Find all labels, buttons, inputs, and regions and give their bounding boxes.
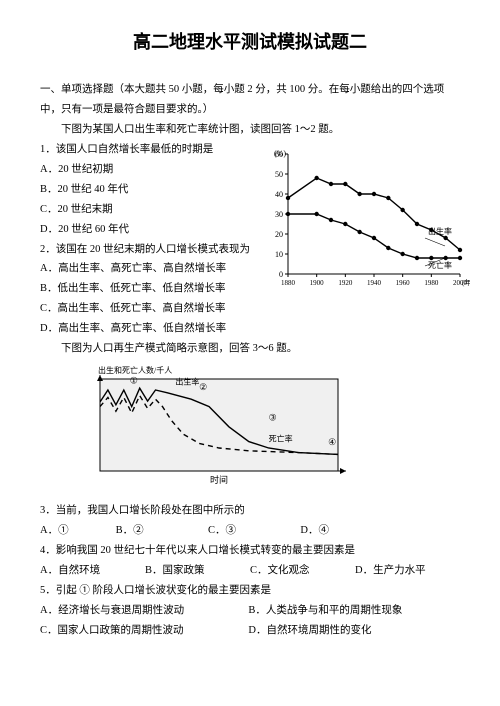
- svg-text:1920: 1920: [338, 279, 353, 287]
- q3-opt-d: D．④: [300, 521, 460, 541]
- q2-opt-d: D．高出生率、高死亡率、低自然增长率: [40, 319, 460, 339]
- q1-opt-b: B．20 世纪 40 年代: [40, 180, 250, 200]
- q4-opt-a: A．自然环境: [40, 561, 145, 581]
- svg-text:(%): (%): [274, 149, 286, 158]
- svg-text:(年): (年): [462, 278, 470, 287]
- chart-birth-death-rates: 0102030405060(%)188019001920194019601980…: [260, 146, 470, 296]
- svg-text:0: 0: [279, 270, 283, 279]
- section-instruction: 一、单项选择题（本大题共 50 小题，每小题 2 分，共 100 分。在每小题给…: [40, 80, 460, 120]
- svg-text:①: ①: [130, 376, 138, 386]
- svg-text:1880: 1880: [281, 279, 296, 287]
- chart-population-model: 出生和死亡人数/千人时间 出生率死亡率 ① ② ③ ④: [80, 361, 360, 491]
- q2-stem: 2．该国在 20 世纪末期的人口增长模式表现为: [40, 240, 250, 260]
- intro-q3-6: 下图为人口再生产模式简略示意图，回答 3～6 题。: [40, 339, 460, 359]
- svg-text:出生率: 出生率: [428, 226, 452, 236]
- svg-text:时间: 时间: [210, 474, 228, 485]
- q3-opt-a: A．①: [40, 521, 116, 541]
- page-title: 高二地理水平测试模拟试题二: [40, 28, 460, 54]
- svg-text:1900: 1900: [310, 279, 325, 287]
- q5-stem: 5．引起 ① 阶段人口增长波状变化的最主要因素是: [40, 581, 460, 601]
- q1-opt-a: A．20 世纪初期: [40, 160, 250, 180]
- svg-text:死亡率: 死亡率: [428, 260, 452, 270]
- q1-opt-d: D．20 世纪 60 年代: [40, 220, 250, 240]
- q1-stem: 1．该国人口自然增长率最低的时期是: [40, 140, 250, 160]
- q4-opt-c: C．文化观念: [250, 561, 355, 581]
- q3-opt-b: B．②: [116, 521, 208, 541]
- q5-opt-c: C．国家人口政策的周期性波动: [40, 621, 246, 641]
- svg-text:1940: 1940: [367, 279, 382, 287]
- q5-opt-a: A．经济增长与衰退周期性波动: [40, 601, 246, 621]
- q3-opt-c: C．③: [208, 521, 300, 541]
- intro-q1-2: 下图为某国人口出生率和死亡率统计图，读图回答 1～2 题。: [40, 120, 460, 140]
- q5-opt-d: D．自然环境周期性的变化: [248, 621, 454, 641]
- q1-opt-c: C．20 世纪末期: [40, 200, 250, 220]
- q4-opt-b: B．国家政策: [145, 561, 250, 581]
- svg-text:③: ③: [269, 413, 277, 423]
- svg-text:出生和死亡人数/千人: 出生和死亡人数/千人: [98, 365, 172, 375]
- svg-text:30: 30: [275, 210, 283, 219]
- svg-text:1960: 1960: [396, 279, 411, 287]
- svg-text:②: ②: [199, 382, 207, 392]
- svg-text:1980: 1980: [424, 279, 439, 287]
- svg-text:20: 20: [275, 230, 283, 239]
- svg-text:④: ④: [328, 437, 336, 447]
- svg-text:50: 50: [275, 170, 283, 179]
- q4-stem: 4．影响我国 20 世纪七十年代以来人口增长模式转变的最主要因素是: [40, 541, 460, 561]
- q5-opt-b: B．人类战争与和平的周期性现象: [248, 601, 454, 621]
- q4-opt-d: D．生产力水平: [355, 561, 460, 581]
- svg-text:出生率: 出生率: [175, 377, 199, 387]
- svg-text:10: 10: [275, 250, 283, 259]
- q2-opt-c: C．高出生率、低死亡率、高自然增长率: [40, 299, 460, 319]
- svg-text:40: 40: [275, 190, 283, 199]
- q3-stem: 3．当前，我国人口增长阶段处在图中所示的: [40, 501, 460, 521]
- svg-text:死亡率: 死亡率: [269, 434, 293, 444]
